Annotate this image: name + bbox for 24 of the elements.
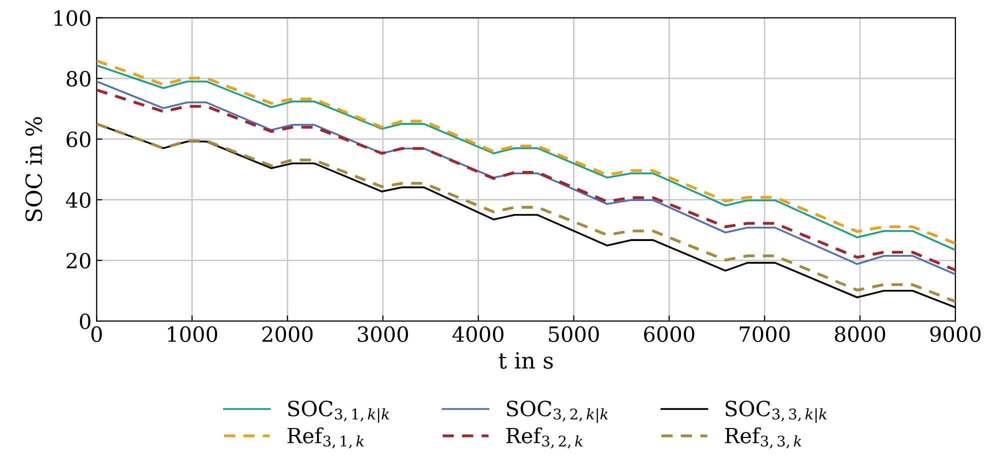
x-tick-label: 9000 bbox=[930, 326, 981, 342]
x-tick-label: 8000 bbox=[834, 326, 886, 342]
x-tick-label: 2000 bbox=[262, 326, 313, 342]
legend-label: Ref$_{3,3,k}$ bbox=[725, 427, 802, 448]
y-tick-label: 80 bbox=[66, 70, 90, 87]
y-tick-label: 60 bbox=[66, 132, 90, 148]
x-tick-label: 7000 bbox=[740, 326, 790, 342]
x-tick-label: 1000 bbox=[168, 326, 218, 342]
x-tick-label: 3000 bbox=[358, 326, 408, 342]
x-axis-title: t in s bbox=[498, 352, 553, 369]
y-tick-label: 100 bbox=[54, 10, 90, 26]
x-tick-label: 5000 bbox=[549, 326, 599, 342]
legend-label: Ref$_{3,1,k}$ bbox=[288, 427, 364, 448]
legend-label: SOC$_{3,1,k|k}$ bbox=[288, 400, 390, 423]
legend-label: SOC$_{3,3,k|k}$ bbox=[726, 400, 827, 423]
x-tick-label: 6000 bbox=[644, 326, 694, 342]
legend-label: Ref$_{3,2,k}$ bbox=[506, 427, 582, 448]
y-tick-label: 0 bbox=[80, 314, 90, 330]
x-tick-label: 4000 bbox=[452, 326, 504, 342]
y-axis-title: SOC in % bbox=[25, 117, 42, 222]
y-tick-label: 40 bbox=[66, 192, 90, 208]
y-tick-label: 20 bbox=[66, 252, 90, 269]
legend-label: SOC$_{3,2,k|k}$ bbox=[506, 400, 608, 423]
x-tick-label: 0 bbox=[91, 326, 102, 342]
